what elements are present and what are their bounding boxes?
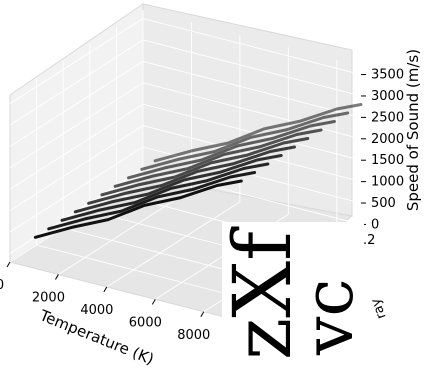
series-line [140,111,350,171]
x-tick-label: 4000 [80,303,113,318]
x-tick [55,274,59,280]
grid-line [9,146,144,233]
x-tick-label: 2000 [32,290,65,305]
grid-line [142,146,362,204]
x-tick [103,286,108,293]
grid-line [9,18,144,104]
series-line [113,128,323,188]
series-line [73,154,283,214]
z-tick-label: 2500 [371,110,404,125]
grid-line [9,103,144,190]
z-tick-label: 0 [371,217,379,232]
grid-line [9,61,144,147]
x-tick [151,299,156,305]
series-line [153,103,363,163]
grid-line [9,39,144,126]
z-tick-label: 1000 [371,175,404,190]
series-line [60,162,270,222]
overlay-mask [222,222,364,360]
grid-line [142,39,362,97]
overlay-glyphs-small: vc [290,279,369,357]
series-line [33,179,243,239]
x-tick [200,311,205,318]
series-lines [33,103,363,239]
series-line [87,145,296,205]
z-axis-title: Speed of Sound (m/s) [404,49,422,211]
z-tick-label: 3500 [371,68,404,83]
series-line [47,171,257,231]
series-line [100,137,310,197]
grid-line [142,82,362,140]
x-tick-label: 8000 [177,328,210,343]
grid-line [142,60,362,118]
series-line [127,120,336,180]
x-tick-label: 0 [0,278,4,293]
grid-line [142,18,362,75]
grid-line [106,201,241,288]
axis-ticks: 0 2000 4000 6000 8000 0 500 1000 1500 2000 2500 300… [0,68,404,343]
grid-line [9,82,144,169]
grid-line [36,244,255,302]
z-tick-label: 3000 [371,89,404,104]
z-tick-label: 1500 [371,153,404,168]
x-tick [6,261,11,268]
grid-line [9,125,144,211]
z-tick-label: 500 [371,196,396,211]
x-tick-label: 6000 [129,315,162,330]
grid-line [58,189,192,275]
z-tick-label: 2000 [371,132,404,147]
overlay-glyphs-large: zXf [216,226,309,360]
y-tick-fragment: .2 [363,233,375,248]
y-axis-fragment: ʎɐɹ [368,296,389,321]
